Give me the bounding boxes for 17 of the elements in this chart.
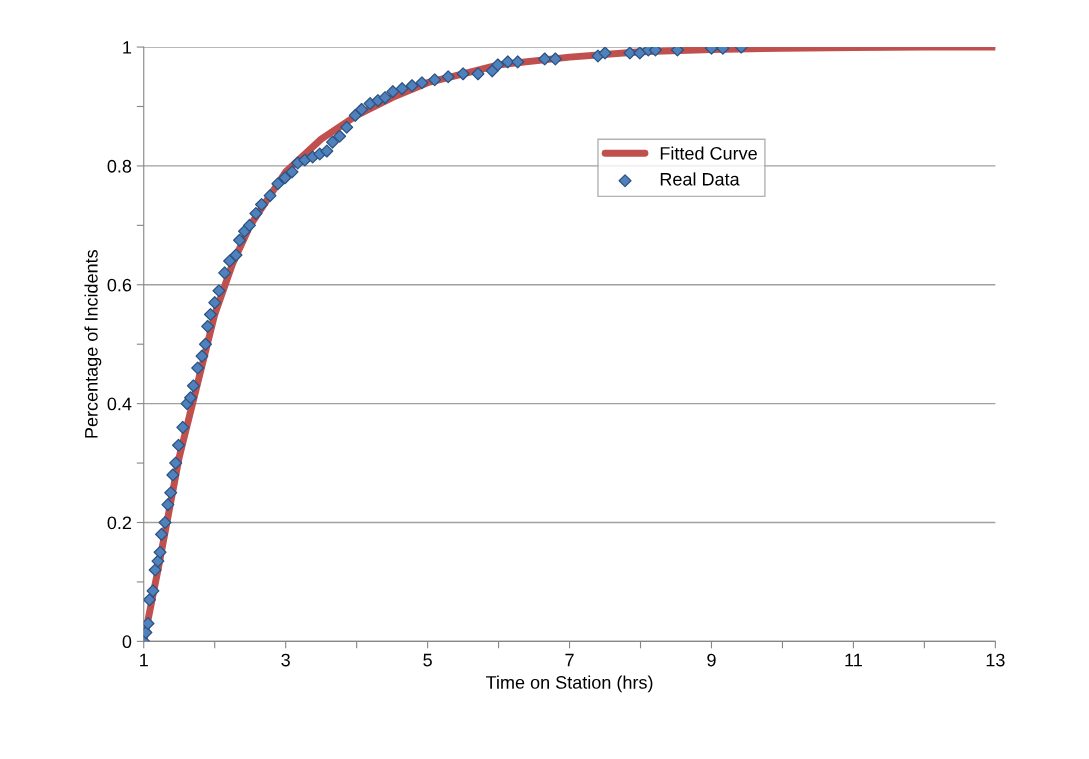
x-tick-label: 9 [707, 653, 716, 667]
x-tick-label: 5 [423, 653, 432, 667]
y-tick-label: 0.6 [107, 278, 132, 292]
x-axis-title: Time on Station (hrs) [486, 675, 653, 693]
x-tick-label: 7 [565, 653, 574, 667]
x-tick-label: 1 [140, 653, 148, 667]
legend-label: Fitted Curve [660, 146, 757, 160]
legend-label: Real Data [660, 172, 740, 186]
y-tick-label: 0.2 [107, 516, 132, 530]
y-axis-title: Percentage of Incidents [84, 250, 102, 438]
y-tick-label: 1 [123, 41, 132, 54]
x-tick-label: 11 [845, 653, 862, 667]
y-tick-label: 0.4 [107, 397, 132, 411]
x-tick-label: 13 [986, 653, 1005, 667]
y-tick-label: 0.8 [107, 159, 132, 173]
y-tick-label: 0 [122, 635, 132, 649]
x-tick-label: 3 [281, 653, 290, 667]
